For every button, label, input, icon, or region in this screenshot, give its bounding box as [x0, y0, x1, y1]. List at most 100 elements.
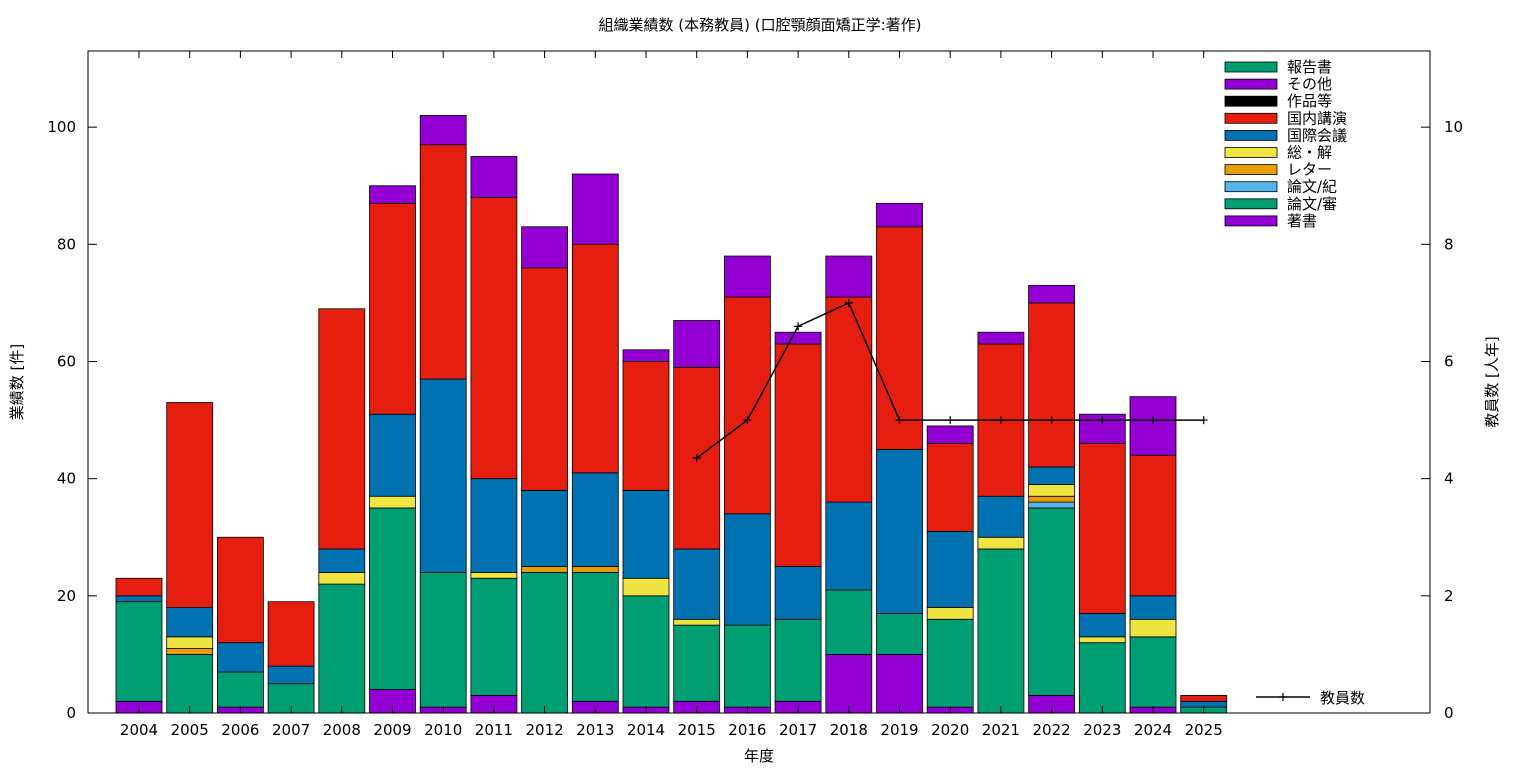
bar-segment — [876, 226, 923, 450]
bar-segment — [673, 624, 721, 702]
legend-label: その他 — [1287, 75, 1332, 93]
legend-item: その他 — [1224, 75, 1332, 93]
bar-segment — [1028, 302, 1075, 468]
line-point — [743, 416, 752, 425]
y2-tick-label: 8 — [1444, 235, 1454, 253]
bar-stack-2019 — [876, 202, 923, 714]
bar-segment — [1129, 454, 1177, 597]
bar-segment — [977, 495, 1025, 538]
bar-segment — [166, 648, 214, 655]
bar-segment — [1129, 636, 1177, 708]
bar-segment — [369, 495, 416, 509]
x-tick-label: 2024 — [1134, 721, 1172, 739]
x-tick-label: 2022 — [1033, 721, 1071, 739]
bar-segment — [673, 548, 721, 620]
bar-segment — [825, 589, 873, 655]
bar-segment — [369, 507, 416, 690]
bar-segment — [115, 601, 163, 702]
legend-swatch — [1224, 112, 1278, 124]
x-tick-label: 2010 — [424, 721, 462, 739]
bar-segment — [926, 618, 974, 708]
bar-segment — [521, 489, 568, 567]
legend-swatch — [1224, 164, 1278, 176]
bar-segment — [521, 566, 568, 573]
bar-stack-2008 — [318, 308, 366, 714]
y2-tick-label: 2 — [1444, 587, 1454, 605]
bar-segment — [876, 654, 923, 714]
bar-segment — [318, 548, 366, 573]
legend-swatch — [1224, 198, 1278, 210]
bar-segment — [470, 571, 518, 579]
x-tick-label: 2023 — [1083, 721, 1121, 739]
bar-stack-2023 — [1078, 413, 1126, 714]
bar-segment — [926, 425, 974, 444]
bar-segment — [673, 618, 721, 626]
x-axis-title: 年度 — [744, 747, 774, 765]
x-tick-label: 2025 — [1185, 721, 1223, 739]
bar-segment — [419, 115, 467, 146]
x-tick-label: 2009 — [373, 721, 411, 739]
legend-item: 作品等 — [1224, 92, 1332, 110]
bar-segment — [724, 513, 771, 626]
y-tick-label: 40 — [57, 470, 76, 488]
bar-segment — [622, 349, 670, 362]
bar-segment — [115, 577, 163, 597]
line-point — [1149, 416, 1157, 425]
bar-segment — [369, 185, 416, 204]
legend-label: 教員数 — [1320, 689, 1365, 707]
y-tick-label: 0 — [66, 704, 76, 722]
legend-label: 報告書 — [1287, 58, 1332, 76]
legend-swatch — [1224, 61, 1278, 73]
bar-segment — [369, 202, 416, 415]
bars-layer — [115, 115, 1228, 714]
bar-segment — [369, 413, 416, 497]
y2-tick-label: 0 — [1444, 704, 1454, 722]
line-point — [844, 298, 853, 307]
bar-segment — [825, 654, 873, 714]
bar-segment — [267, 665, 315, 685]
bar-segment — [977, 331, 1025, 345]
bar-stack-2020 — [926, 425, 974, 714]
bar-stack-2017 — [774, 331, 822, 714]
bar-segment — [1028, 466, 1075, 485]
bar-segment — [166, 402, 214, 608]
y2-tick-label: 4 — [1444, 470, 1454, 488]
bar-stack-2011 — [470, 156, 518, 714]
bar-segment — [1078, 443, 1126, 614]
bar-segment — [470, 197, 518, 480]
bar-segment — [825, 296, 873, 503]
legend-line-marker — [1279, 693, 1287, 701]
bar-segment — [876, 613, 923, 655]
bar-segment — [977, 548, 1025, 714]
bar-segment — [724, 624, 771, 708]
bar-stack-2016 — [724, 255, 771, 714]
y-tick-label: 100 — [47, 118, 76, 136]
bar-segment — [419, 571, 467, 708]
bar-segment — [825, 501, 873, 591]
bar-segment — [774, 618, 822, 702]
bar-stack-2006 — [216, 536, 264, 714]
x-tick-label: 2007 — [272, 721, 310, 739]
x-tick-label: 2020 — [931, 721, 969, 739]
x-tick-label: 2005 — [171, 721, 209, 739]
legend-label: 論文/紀 — [1287, 178, 1337, 196]
x-tick-label: 2017 — [779, 721, 817, 739]
y-tick-label: 20 — [57, 587, 76, 605]
bar-segment — [521, 267, 568, 491]
bar-segment — [267, 601, 315, 667]
bar-segment — [216, 536, 264, 644]
legend-item-line: 教員数 — [1256, 689, 1365, 707]
bar-segment — [724, 296, 771, 515]
bar-segment — [1180, 695, 1228, 702]
bar-segment — [1078, 636, 1126, 644]
bar-segment — [166, 654, 214, 714]
bar-stack-2004 — [115, 577, 163, 714]
bar-stack-2010 — [419, 115, 467, 714]
bar-segment — [926, 530, 974, 608]
bar-segment — [571, 472, 619, 567]
bar-segment — [876, 448, 923, 614]
bar-segment — [166, 607, 214, 638]
bar-segment — [216, 671, 264, 708]
bar-stack-2018 — [825, 255, 873, 714]
